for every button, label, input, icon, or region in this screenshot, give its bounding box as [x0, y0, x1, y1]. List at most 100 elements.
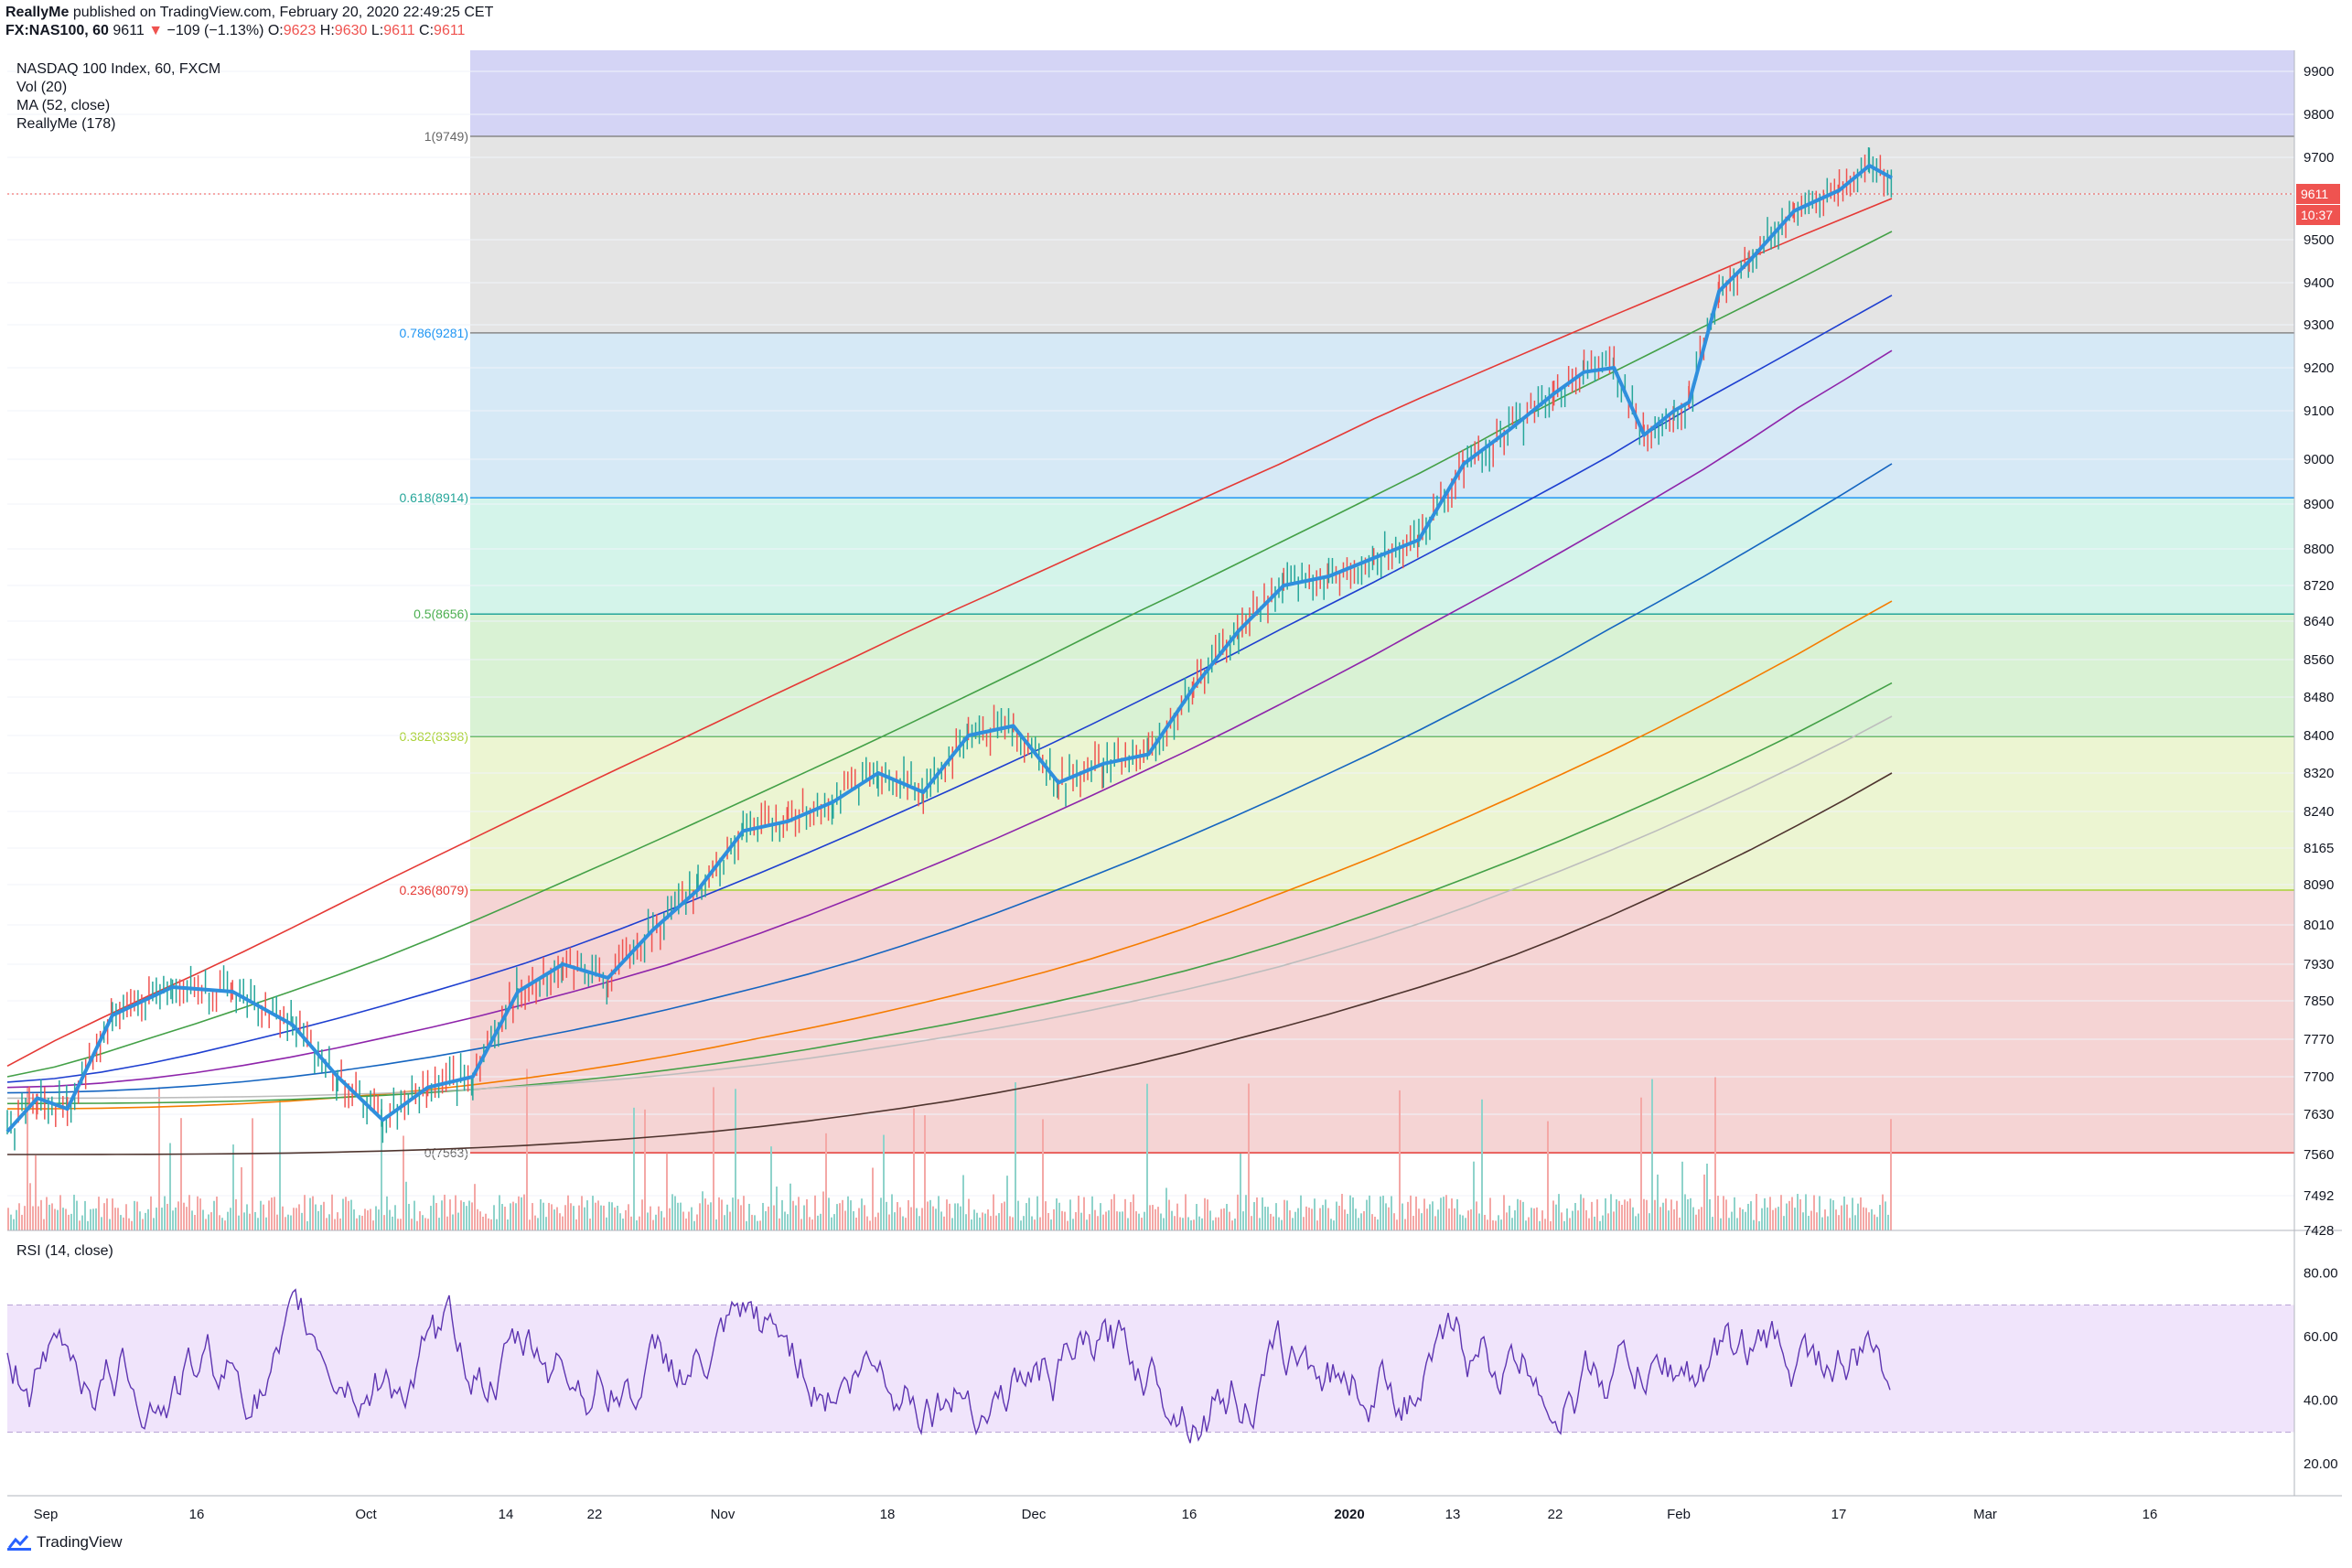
volume-bar [724, 1215, 725, 1230]
price-tick-label: 7560 [2304, 1147, 2334, 1163]
volume-bar [1423, 1198, 1425, 1230]
volume-bar [1802, 1212, 1804, 1230]
volume-bar [737, 1198, 739, 1230]
fib-level-label: 0.786(9281) [399, 326, 468, 340]
volume-bar [1360, 1213, 1362, 1230]
volume-bar [1849, 1218, 1851, 1230]
volume-bar [271, 1197, 273, 1230]
volume-bar [792, 1200, 794, 1230]
volume-bar [370, 1208, 371, 1230]
volume-bar [1352, 1197, 1354, 1230]
volume-bar [674, 1196, 676, 1230]
volume-bar [1747, 1203, 1749, 1230]
fib-zone-top [470, 50, 2294, 136]
volume-bar [759, 1220, 761, 1230]
volume-bar [861, 1198, 863, 1230]
volume-bar [103, 1203, 105, 1230]
volume-bar [1316, 1220, 1318, 1230]
brand-name[interactable]: TradingView [37, 1533, 123, 1551]
volume-bar [87, 1220, 89, 1230]
volume-bar [485, 1213, 487, 1230]
volume-bar [1638, 1213, 1639, 1230]
volume-bar [680, 1202, 682, 1230]
legend-title[interactable]: NASDAQ 100 Index, 60, FXCM [16, 61, 221, 77]
legend-volume[interactable]: Vol (20) [16, 80, 68, 95]
volume-bar [748, 1203, 750, 1230]
volume-bar [1089, 1214, 1090, 1230]
volume-bar [1133, 1194, 1134, 1230]
volume-bar [1539, 1220, 1541, 1230]
volume-bar [1130, 1201, 1132, 1230]
volume-bar [416, 1220, 418, 1230]
volume-bar [798, 1197, 800, 1230]
volume-bar [1327, 1208, 1329, 1230]
volume-bar [1736, 1218, 1738, 1230]
volume-bar [1525, 1220, 1527, 1230]
volume-bar [1714, 1077, 1716, 1230]
volume-bar [866, 1216, 868, 1230]
volume-bar [232, 1144, 234, 1230]
volume-bar [1396, 1219, 1398, 1230]
price-tick-label: 9700 [2304, 150, 2334, 166]
legend-ma[interactable]: MA (52, close) [16, 98, 111, 113]
volume-bar [430, 1206, 432, 1230]
volume-bar [1256, 1197, 1258, 1230]
volume-bar [386, 1196, 388, 1230]
volume-bar [405, 1181, 407, 1230]
moving-average-line [6, 231, 1893, 1078]
fib-level-label: 0.236(8079) [399, 883, 468, 897]
volume-bar [282, 1206, 284, 1230]
price-tick-label: 7700 [2304, 1069, 2334, 1085]
volume-bar [422, 1215, 424, 1230]
volume-bar [965, 1214, 967, 1230]
volume-bar [987, 1209, 989, 1230]
volume-bar [1028, 1197, 1030, 1230]
low-label: L: [371, 23, 384, 38]
volume-bar [1794, 1208, 1796, 1230]
tradingview-logo-icon [7, 1535, 31, 1551]
volume-bar [1017, 1200, 1019, 1230]
volume-bar [1097, 1216, 1099, 1230]
volume-bar [833, 1214, 835, 1230]
volume-bar [153, 1218, 155, 1230]
volume-bar [1119, 1211, 1121, 1230]
volume-bar [1380, 1196, 1381, 1230]
volume-bar [735, 1089, 736, 1230]
volume-bar [1297, 1208, 1299, 1230]
volume-bar [1761, 1208, 1763, 1230]
volume-bar [109, 1219, 111, 1230]
volume-bar [287, 1214, 289, 1230]
author-name[interactable]: ReallyMe [5, 5, 70, 20]
volume-bar [540, 1198, 542, 1230]
volume-bar [1418, 1208, 1420, 1230]
volume-bar [1772, 1209, 1774, 1230]
volume-bar [1078, 1195, 1079, 1230]
volume-bar [1607, 1213, 1609, 1230]
volume-bar [1163, 1218, 1165, 1230]
fib-zone [470, 614, 2294, 737]
volume-bar [1069, 1199, 1071, 1230]
time-tick-label: 14 [499, 1507, 514, 1522]
volume-bar [139, 1211, 141, 1230]
volume-bar [186, 1207, 188, 1230]
volume-bar [512, 1201, 514, 1230]
volume-bar [688, 1211, 690, 1230]
volume-bar [444, 1194, 446, 1230]
volume-bar [16, 1209, 17, 1230]
volume-bar [348, 1200, 349, 1230]
volume-bar [317, 1210, 319, 1230]
volume-bar [858, 1208, 860, 1230]
volume-bar [221, 1218, 223, 1230]
volume-bar [466, 1206, 467, 1230]
volume-bar [1050, 1219, 1052, 1230]
volume-bar [1492, 1219, 1494, 1230]
fibonacci-retracement[interactable]: 1(9749) 0.786(9281) 0.618(8914) 0.5(8656) 0.… [399, 50, 2294, 1160]
volume-bar [1204, 1197, 1206, 1230]
volume-bar [548, 1202, 550, 1230]
volume-bar [1319, 1208, 1321, 1230]
rsi-legend[interactable]: RSI (14, close) [16, 1243, 113, 1259]
price-tick-label: 8240 [2304, 804, 2334, 820]
legend-custom[interactable]: ReallyMe (178) [16, 116, 116, 132]
volume-bar [704, 1198, 706, 1230]
